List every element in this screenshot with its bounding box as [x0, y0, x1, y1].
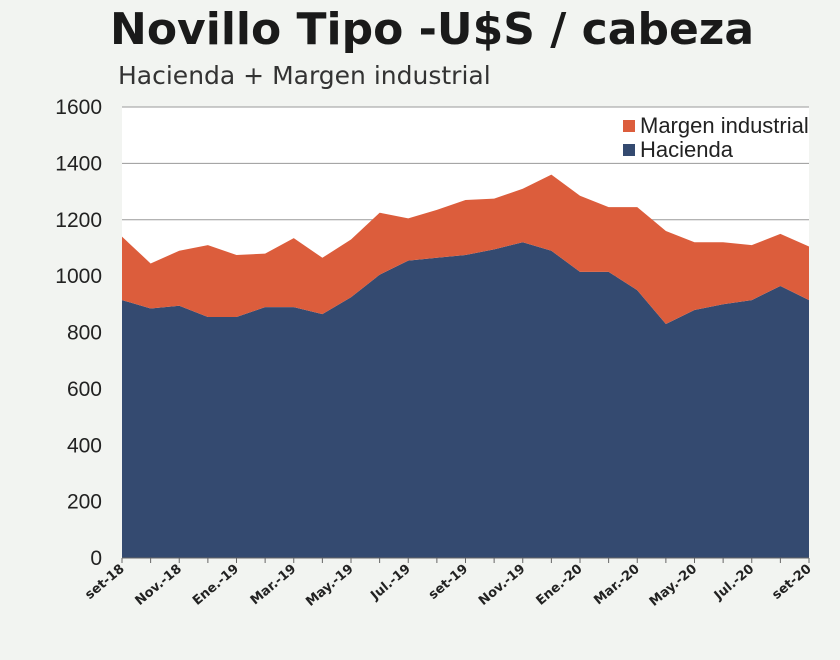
x-tick-label: May.-20 [647, 562, 700, 610]
legend-swatch [623, 144, 635, 156]
x-tick-label: Jul.-19 [367, 562, 413, 604]
x-tick-label: May.-19 [303, 562, 356, 610]
x-tick-label: Nov.-18 [133, 562, 185, 609]
chart-subtitle: Hacienda + Margen industrial [118, 61, 491, 90]
area-series [122, 174, 809, 559]
legend-label: Margen industrial [640, 113, 809, 138]
x-tick-label: Mar.-19 [248, 562, 300, 609]
y-tick-label: 800 [67, 322, 102, 345]
x-tick-label: Nov.-19 [476, 562, 528, 609]
area-margen-industrial [122, 174, 809, 325]
y-tick-label: 1200 [55, 209, 102, 232]
y-tick-label: 1400 [55, 152, 102, 175]
y-tick-label: 600 [67, 378, 102, 401]
legend-swatch [623, 120, 635, 132]
x-axis: set-18 Nov.-18 Ene.-19 Mar.-19 May.-19 Jul.-1… [82, 557, 815, 610]
y-tick-label: 200 [67, 491, 102, 514]
area-hacienda [122, 242, 809, 559]
x-tick-label: set-20 [769, 562, 814, 603]
x-tick-label: set-18 [82, 562, 127, 603]
x-tick-label: set-19 [426, 562, 471, 603]
y-tick-label: 0 [90, 547, 102, 570]
y-axis: 0 200 400 600 800 1000 1200 1400 1600 [55, 96, 102, 570]
x-tick-label: Ene.-20 [533, 562, 585, 609]
y-tick-label: 1000 [55, 265, 102, 288]
x-tick-label: Mar.-20 [591, 562, 643, 609]
y-tick-label: 1600 [55, 96, 102, 119]
chart-title: Novillo Tipo -U$S / cabeza [110, 4, 754, 55]
y-tick-label: 400 [67, 434, 102, 457]
legend-label: Hacienda [640, 137, 734, 162]
x-tick-label: Jul.-20 [711, 562, 757, 604]
x-tick-label: Ene.-19 [190, 562, 242, 609]
